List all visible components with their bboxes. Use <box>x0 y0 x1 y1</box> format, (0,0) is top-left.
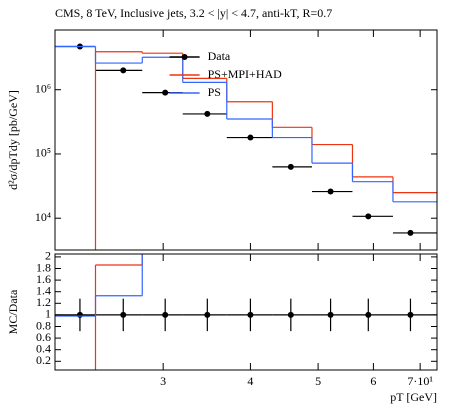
y-tick-label: 1.2 <box>36 295 51 309</box>
y-tick-label: 0.4 <box>36 341 51 355</box>
data-point <box>76 311 83 318</box>
x-tick-label: 3 <box>160 374 166 388</box>
legend-marker <box>181 54 188 60</box>
x-tick-label: 4 <box>247 374 253 388</box>
y-tick-label: 10⁵ <box>35 146 51 160</box>
y-tick-label: 1.6 <box>36 272 51 286</box>
y-tick-label: 1 <box>45 307 51 321</box>
plot-area <box>55 43 437 250</box>
y-tick-label: 10⁶ <box>35 81 51 95</box>
data-point <box>287 163 294 170</box>
legend-label: Data <box>208 49 231 63</box>
y-tick-label: 1.4 <box>36 283 51 297</box>
data-point <box>407 229 414 236</box>
data-point <box>162 89 169 96</box>
plot-frame <box>54 253 438 371</box>
data-point <box>247 311 254 318</box>
data-point <box>162 311 169 318</box>
data-point <box>407 311 414 318</box>
data-point <box>247 134 254 141</box>
data-point <box>204 110 211 117</box>
y-tick-label: 10⁴ <box>35 210 51 224</box>
x-tick-label: 6 <box>370 374 376 388</box>
y-tick-label: 1.8 <box>36 260 51 274</box>
chart-title: CMS, 8 TeV, Inclusive jets, 3.2 < |y| < … <box>55 6 332 20</box>
data-point <box>327 311 334 318</box>
y-tick-label: 0.6 <box>36 330 51 344</box>
plot-area <box>55 254 437 370</box>
x-tick-label: 5 <box>315 374 321 388</box>
y-tick-label: 0.2 <box>36 353 51 367</box>
x-tick-label: 7·10¹ <box>407 374 433 388</box>
data-point <box>204 311 211 318</box>
y-tick-label: 0.8 <box>36 318 51 332</box>
plot-frame <box>54 29 438 251</box>
legend-label: PS <box>208 85 221 99</box>
data-point <box>327 188 334 195</box>
legend-label: PS+MPI+HAD <box>208 67 283 81</box>
y-axis-label: MC/Data <box>6 289 20 334</box>
data-point <box>365 311 372 318</box>
x-axis-label: pT [GeV] <box>390 390 437 404</box>
data-point <box>120 67 127 74</box>
y-axis-label: d²σ/dpTdy [pb/GeV] <box>6 90 20 190</box>
data-point <box>287 311 294 318</box>
y-tick-label: 2 <box>45 249 51 263</box>
data-point <box>120 311 127 318</box>
data-point <box>365 213 372 220</box>
